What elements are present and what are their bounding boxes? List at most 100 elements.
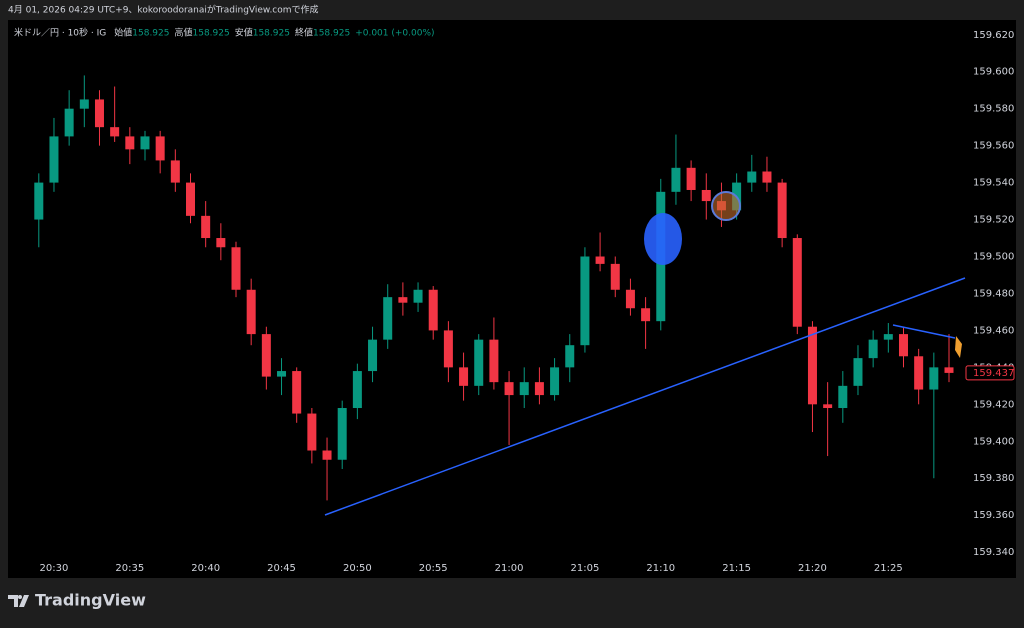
- candle-body: [231, 247, 241, 290]
- y-tick-label: 159.420: [973, 399, 1014, 410]
- candle-body: [580, 256, 590, 346]
- legend-value: 158.925: [253, 29, 290, 39]
- candle-body: [140, 136, 150, 150]
- candle-body: [565, 345, 575, 368]
- last-price-box: [965, 365, 1015, 381]
- candle-body: [489, 339, 499, 383]
- legend-value: 158.925: [132, 29, 169, 39]
- candle-body: [823, 404, 833, 409]
- candle-body: [550, 367, 560, 396]
- circle-drawing: [711, 191, 741, 221]
- candle-body: [34, 182, 44, 220]
- candle-body: [868, 339, 878, 359]
- y-tick-label: 159.500: [973, 252, 1014, 263]
- candle-body: [762, 171, 772, 183]
- arrow-drawing: [955, 336, 962, 358]
- x-tick-label: 21:05: [571, 563, 600, 574]
- header-title: 4月 01, 2026 04:29 UTC+9、kokoroodoranaiがT…: [8, 4, 319, 16]
- candle-body: [641, 308, 651, 322]
- candle-body: [474, 339, 484, 386]
- candle-body: [519, 382, 529, 396]
- candle-body: [337, 408, 347, 460]
- ellipse-drawing: [644, 213, 682, 265]
- x-tick-label: 21:10: [646, 563, 675, 574]
- legend-value: 158.925: [313, 29, 350, 39]
- y-tick-label: 159.480: [973, 288, 1014, 299]
- candle-body: [807, 326, 817, 405]
- candle-body: [883, 334, 893, 340]
- candle-body: [914, 356, 924, 390]
- y-tick-label: 159.380: [973, 473, 1014, 484]
- candle-body: [428, 289, 438, 331]
- trend-line: [892, 324, 956, 339]
- plot-area: [8, 20, 1016, 578]
- candle-body: [944, 367, 954, 373]
- candle-body: [216, 238, 226, 248]
- candle-body: [792, 238, 802, 327]
- legend-label: 終値: [295, 27, 313, 39]
- candle-body: [368, 339, 378, 372]
- candle-body: [610, 263, 620, 290]
- brand: TradingView: [35, 591, 146, 610]
- logo: [8, 595, 29, 607]
- candle-body: [625, 289, 635, 309]
- x-tick-label: 20:50: [343, 563, 372, 574]
- y-tick-label: 159.600: [973, 67, 1014, 78]
- y-tick-label: 159.540: [973, 178, 1014, 189]
- candle-body: [201, 215, 211, 239]
- candle-body: [671, 167, 681, 192]
- candle-body: [155, 136, 165, 161]
- candle-body: [853, 358, 863, 386]
- candle-body: [413, 289, 423, 303]
- candle-body: [292, 371, 302, 414]
- candle-body: [929, 367, 939, 390]
- last-price-label: 159.437: [973, 368, 1014, 379]
- candle-body: [747, 171, 757, 183]
- x-tick-label: 21:20: [798, 563, 827, 574]
- legend-label: 高値: [174, 27, 192, 39]
- candle-body: [94, 99, 104, 128]
- y-tick-label: 159.340: [973, 547, 1014, 558]
- y-tick-label: 159.520: [973, 215, 1014, 226]
- candle-body: [777, 182, 787, 239]
- candle-body: [261, 334, 271, 377]
- x-tick-label: 21:25: [874, 563, 903, 574]
- x-tick-label: 20:35: [115, 563, 144, 574]
- y-tick-label: 159.360: [973, 510, 1014, 521]
- trend-line: [324, 277, 966, 516]
- candle-body: [534, 382, 544, 396]
- candle-body: [110, 127, 120, 137]
- axes: 159.340 159.360 159.380 159.400 159.420 159.4…: [40, 30, 1015, 574]
- candle-body: [686, 167, 696, 190]
- y-tick-label: 159.620: [973, 30, 1014, 41]
- candle-body: [125, 136, 135, 150]
- y-tick-label: 159.460: [973, 325, 1014, 336]
- x-tick-label: 20:45: [267, 563, 296, 574]
- candle-body: [352, 371, 362, 409]
- x-tick-label: 20:40: [191, 563, 220, 574]
- candle-body: [49, 136, 59, 183]
- ohlc-legend: 米ドル／円 · 10秒 · IG 始値 158.925 高値 158.925 安値 158.…: [14, 27, 435, 39]
- candle-body: [322, 450, 332, 460]
- candle-body: [504, 382, 514, 396]
- candle-body: [79, 99, 89, 109]
- candles: [34, 75, 954, 501]
- legend-change: +0.001 (+0.00%): [355, 29, 434, 39]
- candle-body: [701, 189, 711, 202]
- legend-label: 始値: [114, 27, 132, 39]
- candle-body: [170, 160, 180, 183]
- legend-label: 安値: [235, 27, 253, 39]
- candle-body: [307, 413, 317, 451]
- candle-body: [64, 108, 74, 137]
- candle-body: [459, 367, 469, 386]
- candle-body: [186, 182, 195, 216]
- candle-body: [398, 297, 408, 303]
- y-tick-label: 159.580: [973, 104, 1014, 115]
- legend-value: 158.925: [193, 29, 230, 39]
- x-tick-label: 21:15: [722, 563, 751, 574]
- candle-body: [383, 297, 393, 340]
- candle-body: [838, 385, 848, 409]
- x-tick-label: 21:00: [495, 563, 524, 574]
